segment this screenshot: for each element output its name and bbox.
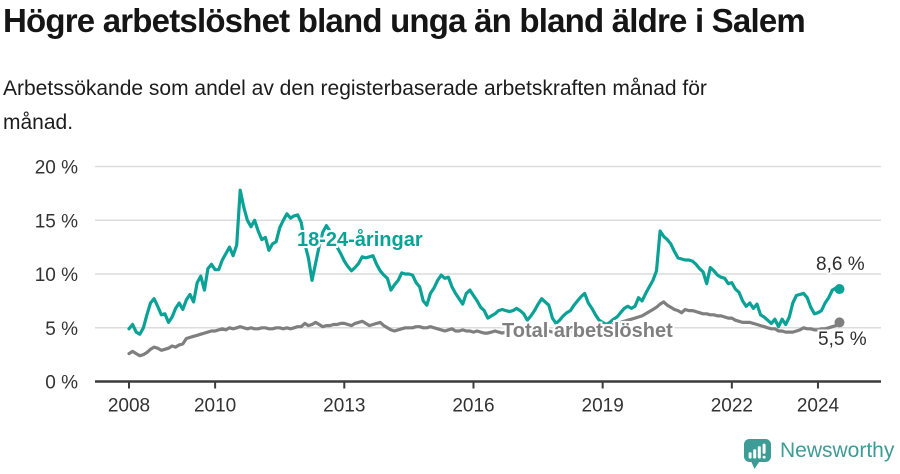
- y-axis-tick-label: 15 %: [35, 211, 78, 232]
- x-axis-tick-label: 2022: [711, 396, 753, 417]
- x-axis-tick-label: 2008: [108, 396, 150, 417]
- page-title: Högre arbetslöshet bland unga än bland ä…: [3, 2, 806, 39]
- series-label-total: Total arbetslöshet: [502, 320, 673, 342]
- end-value-label-young: 8,6 %: [816, 254, 865, 275]
- chart-subtitle: Arbetssökande som andel av den registerb…: [3, 72, 863, 140]
- end-value-label-total: 5,5 %: [818, 329, 867, 350]
- series-end-dot-0: [834, 284, 845, 295]
- series-end-dot-1: [834, 317, 845, 328]
- series-line-0: [127, 188, 842, 336]
- newsworthy-logo[interactable]: Newsworthy: [744, 439, 894, 471]
- series-line-1: [127, 300, 842, 358]
- y-axis-tick-label: 0 %: [45, 373, 78, 394]
- newsworthy-speech-bubble-bar-chart-icon: [744, 439, 771, 469]
- x-axis-tick-label: 2013: [323, 396, 365, 417]
- x-axis-tick-label: 2010: [194, 396, 236, 417]
- y-axis-tick-label: 20 %: [35, 158, 78, 179]
- y-axis-tick-label: 10 %: [35, 265, 78, 286]
- subtitle-line-2: månad.: [3, 111, 74, 134]
- newsworthy-brand-text: Newsworthy: [780, 439, 895, 462]
- series-label-young: 18-24-åringar: [297, 229, 423, 251]
- line-chart: 0 % 5 % 10 % 15 % 20 % 2008 2010 2013 2016 2019 20…: [35, 158, 881, 417]
- y-axis-tick-label: 5 %: [45, 319, 78, 340]
- subtitle-line-1: Arbetssökande som andel av den registerb…: [3, 77, 707, 100]
- x-axis-tick-label: 2024: [797, 396, 840, 417]
- x-axis-tick-label: 2019: [582, 396, 624, 417]
- x-axis-tick-label: 2016: [452, 396, 494, 417]
